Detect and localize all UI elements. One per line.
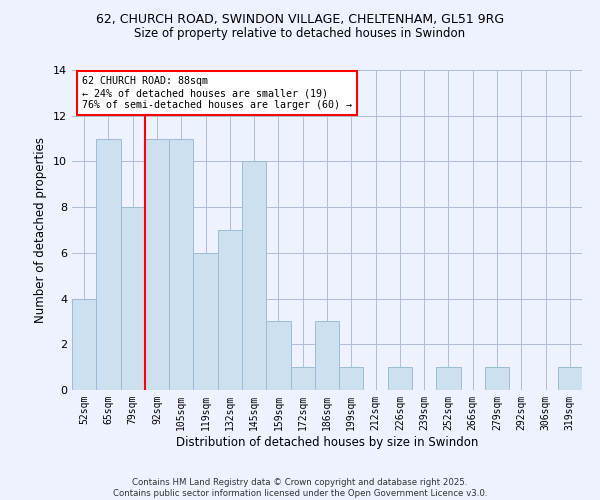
Bar xyxy=(266,322,290,390)
Bar xyxy=(72,298,96,390)
Bar xyxy=(218,230,242,390)
Text: Size of property relative to detached houses in Swindon: Size of property relative to detached ho… xyxy=(134,28,466,40)
Bar xyxy=(242,162,266,390)
Text: Contains HM Land Registry data © Crown copyright and database right 2025.
Contai: Contains HM Land Registry data © Crown c… xyxy=(113,478,487,498)
Bar xyxy=(436,367,461,390)
Bar xyxy=(145,138,169,390)
Bar xyxy=(558,367,582,390)
Bar xyxy=(315,322,339,390)
Bar xyxy=(339,367,364,390)
Bar xyxy=(96,138,121,390)
X-axis label: Distribution of detached houses by size in Swindon: Distribution of detached houses by size … xyxy=(176,436,478,448)
Text: 62 CHURCH ROAD: 88sqm
← 24% of detached houses are smaller (19)
76% of semi-deta: 62 CHURCH ROAD: 88sqm ← 24% of detached … xyxy=(82,76,352,110)
Text: 62, CHURCH ROAD, SWINDON VILLAGE, CHELTENHAM, GL51 9RG: 62, CHURCH ROAD, SWINDON VILLAGE, CHELTE… xyxy=(96,12,504,26)
Bar xyxy=(169,138,193,390)
Bar xyxy=(485,367,509,390)
Y-axis label: Number of detached properties: Number of detached properties xyxy=(34,137,47,323)
Bar xyxy=(290,367,315,390)
Bar xyxy=(388,367,412,390)
Bar xyxy=(193,253,218,390)
Bar xyxy=(121,207,145,390)
